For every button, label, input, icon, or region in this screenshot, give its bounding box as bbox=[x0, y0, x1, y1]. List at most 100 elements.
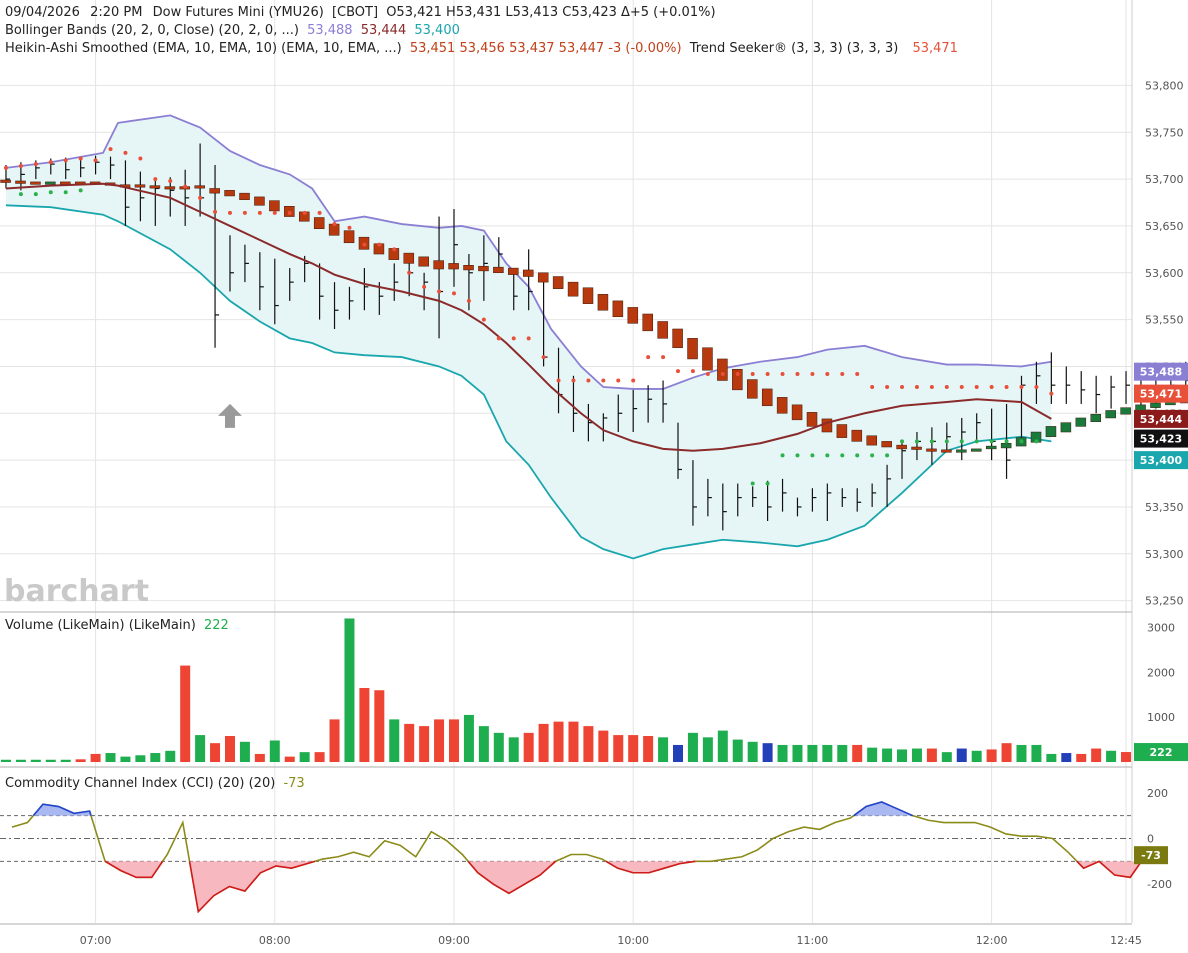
volume-bar bbox=[687, 732, 698, 762]
trend-seeker-dot bbox=[153, 177, 158, 182]
trend-seeker-dot bbox=[840, 453, 845, 458]
trend-seeker-dot bbox=[870, 453, 875, 458]
heikin-ashi-candle bbox=[552, 276, 564, 289]
trend-seeker-dot bbox=[556, 378, 561, 383]
volume-bar bbox=[463, 714, 474, 762]
cci-positive-line bbox=[32, 803, 92, 817]
heikin-ashi-candle bbox=[433, 260, 444, 270]
volume-bar bbox=[702, 737, 713, 762]
trend-seeker-dot bbox=[138, 156, 143, 161]
price-tick-label: 53,300 bbox=[1145, 548, 1184, 561]
volume-bar bbox=[673, 744, 684, 762]
x-tick-label: 07:00 bbox=[80, 934, 112, 947]
heikin-ashi-candle bbox=[1075, 417, 1087, 427]
price-tick-label: 53,700 bbox=[1145, 173, 1184, 186]
volume-bar bbox=[643, 735, 654, 762]
volume-bar bbox=[538, 723, 549, 762]
trend-seeker-dot bbox=[466, 298, 471, 303]
trend-seeker-label: Trend Seeker® (3, 3, 3) (3, 3, 3) bbox=[689, 41, 899, 56]
volume-bar bbox=[762, 743, 773, 762]
heikin-ashi-candle bbox=[403, 252, 415, 264]
trend-seeker-dot bbox=[407, 270, 412, 275]
trend-seeker-dot bbox=[780, 453, 785, 458]
trend-seeker-dot bbox=[989, 439, 994, 444]
trend-seeker-dot bbox=[855, 371, 860, 376]
trend-seeker-dot bbox=[855, 453, 860, 458]
heikin-ashi-candle bbox=[971, 448, 982, 452]
trend-seeker-dot bbox=[750, 481, 755, 486]
volume-tick-label: 3000 bbox=[1147, 621, 1175, 634]
trend-seeker-dot bbox=[511, 336, 516, 341]
cci-positive-line bbox=[853, 801, 914, 817]
heikin-ashi-candle bbox=[1150, 402, 1161, 408]
volume-bar bbox=[254, 753, 265, 762]
bollinger-lower-pill-label: 53,400 bbox=[1140, 454, 1183, 467]
volume-bar bbox=[897, 749, 908, 762]
trend-seeker-dot bbox=[646, 355, 651, 360]
heikin-ashi-candle bbox=[448, 263, 459, 270]
volume-bar bbox=[30, 759, 41, 762]
volume-label: Volume (LikeMain) (LikeMain) bbox=[5, 618, 196, 633]
volume-bar bbox=[478, 726, 489, 762]
volume-bar bbox=[837, 744, 848, 762]
trend-seeker-dot bbox=[870, 385, 875, 390]
volume-tick-label: 2000 bbox=[1147, 666, 1175, 679]
trend-seeker-dot bbox=[631, 378, 636, 383]
trend-seeker-dot bbox=[48, 160, 53, 165]
bollinger-lower-pill bbox=[1134, 451, 1188, 470]
volume-bar bbox=[777, 744, 788, 762]
heikin-ashi-candle bbox=[776, 397, 788, 414]
heikin-ashi-candle bbox=[134, 184, 146, 188]
volume-bar bbox=[269, 740, 280, 762]
trend-seeker-dot bbox=[78, 156, 83, 161]
volume-bar bbox=[45, 759, 56, 762]
trend-seeker-dot bbox=[183, 184, 188, 189]
trend-seeker-dot bbox=[795, 371, 800, 376]
trend-seeker-dot bbox=[571, 378, 576, 383]
cci-negative-fill bbox=[1099, 861, 1142, 878]
heikin-ashi-candle bbox=[985, 445, 997, 450]
volume-bar bbox=[75, 759, 86, 762]
volume-bar bbox=[658, 737, 669, 762]
cci-negative-fill bbox=[468, 861, 556, 894]
x-tick-label: 12:00 bbox=[976, 934, 1008, 947]
trend-seeker-dot bbox=[332, 222, 337, 227]
heikin-ashi-candle bbox=[851, 429, 863, 442]
heikin-ashi-candle bbox=[418, 256, 429, 267]
trend-seeker-dot bbox=[242, 210, 247, 215]
trend-seeker-dot bbox=[481, 317, 486, 322]
volume-bar bbox=[90, 753, 101, 762]
heikin-ashi-candle bbox=[149, 185, 161, 189]
cci-positive-fill bbox=[33, 804, 92, 816]
trend-seeker-dot bbox=[944, 439, 949, 444]
trend-seeker-dot bbox=[18, 163, 23, 168]
heikin-ashi-candle bbox=[1135, 404, 1146, 411]
heikin-ashi-candle bbox=[209, 188, 220, 194]
volume-bar bbox=[1121, 752, 1132, 762]
trend-seeker-dot bbox=[1049, 391, 1054, 396]
trend-seeker-dot bbox=[705, 371, 710, 376]
volume-bar bbox=[1106, 750, 1117, 762]
heikin-ashi-candle bbox=[313, 217, 325, 229]
trend-seeker-dot bbox=[272, 210, 277, 215]
cci-value: -73 bbox=[283, 776, 304, 791]
bollinger-header: Bollinger Bands (20, 2, 0, Close) (20, 2… bbox=[5, 23, 460, 38]
heikin-ashi-candle bbox=[1000, 443, 1012, 449]
volume-bar bbox=[224, 735, 235, 762]
volume-bar bbox=[344, 618, 355, 762]
trend-seeker-dot bbox=[795, 453, 800, 458]
heikin-ashi-candle bbox=[224, 190, 235, 197]
volume-bar bbox=[807, 744, 818, 762]
heikin-ashi-candle bbox=[597, 294, 609, 311]
heikin-ashi-candle bbox=[239, 192, 250, 200]
bollinger-middle-pill-label: 53,444 bbox=[1140, 413, 1183, 426]
trend-seeker-dot bbox=[108, 147, 113, 152]
trend-seeker-dot bbox=[780, 371, 785, 376]
volume-bar bbox=[986, 749, 997, 762]
trend-seeker-dot bbox=[392, 247, 397, 252]
heikin-ashi-candle bbox=[761, 388, 773, 407]
volume-bar bbox=[195, 735, 206, 762]
volume-bar bbox=[523, 732, 534, 762]
volume-bar bbox=[239, 741, 250, 762]
heikin-ashi-candle bbox=[717, 358, 728, 381]
